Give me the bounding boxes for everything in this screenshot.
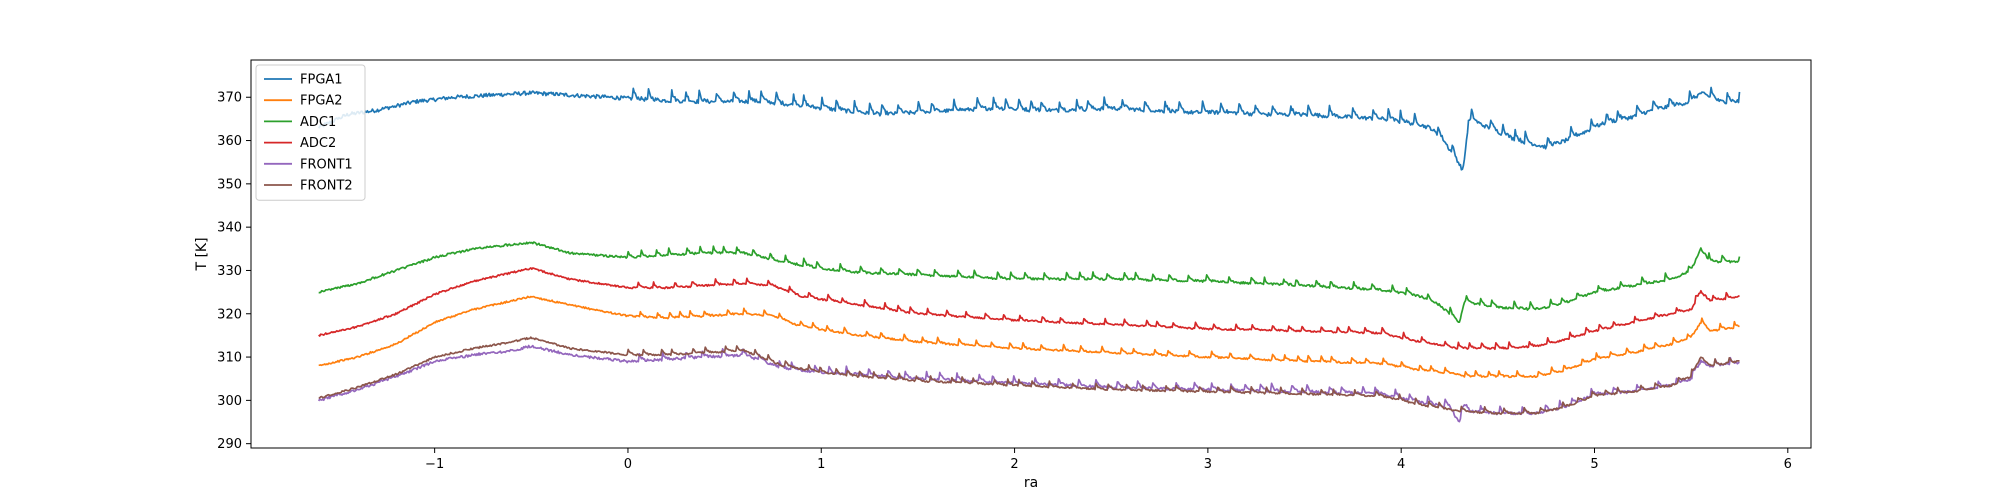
y-tick-label: 310 [217,351,242,366]
y-tick-label: 360 [217,134,242,149]
legend: FPGA1 FPGA2 ADC1 ADC2 FRONT1 FRONT2 [255,64,366,201]
legend-box [255,64,366,201]
series-layer [317,86,1741,423]
y-tick-label: 370 [217,91,242,106]
series-line-fpga2 [318,295,1740,379]
x-tick-label: 1 [817,457,825,472]
y-tick-label: 330 [217,264,242,279]
y-tick-label: 340 [217,221,242,236]
x-tick-label: 3 [1204,457,1212,472]
y-tick-label: 350 [217,177,242,192]
y-axis-label: T [K] [194,237,210,271]
x-axis: −1 0 1 2 3 4 5 6 [425,448,1792,472]
legend-label: FPGA2 [300,94,343,109]
series-line-adc1 [318,241,1741,323]
y-tick-label: 300 [217,394,242,409]
x-tick-label: 0 [624,457,632,472]
x-tick-label: 4 [1397,457,1405,472]
y-tick-label: 320 [217,307,242,322]
legend-label: FRONT2 [300,179,353,194]
legend-label: FRONT1 [300,157,353,172]
series-line-fpga1 [317,86,1741,171]
legend-label: ADC1 [300,115,336,130]
legend-label: ADC2 [300,136,336,151]
x-axis-label: ra [1024,475,1038,491]
series-line-front2 [318,336,1740,416]
x-tick-label: −1 [425,457,444,472]
y-axis: 290 300 310 320 330 340 350 360 370 [217,91,251,452]
y-tick-label: 290 [217,437,242,452]
x-tick-label: 6 [1784,457,1792,472]
legend-label: FPGA1 [300,73,343,88]
x-tick-label: 5 [1590,457,1598,472]
x-tick-label: 2 [1010,457,1018,472]
series-line-adc2 [318,267,1740,351]
plot-area-frame [250,59,1812,449]
